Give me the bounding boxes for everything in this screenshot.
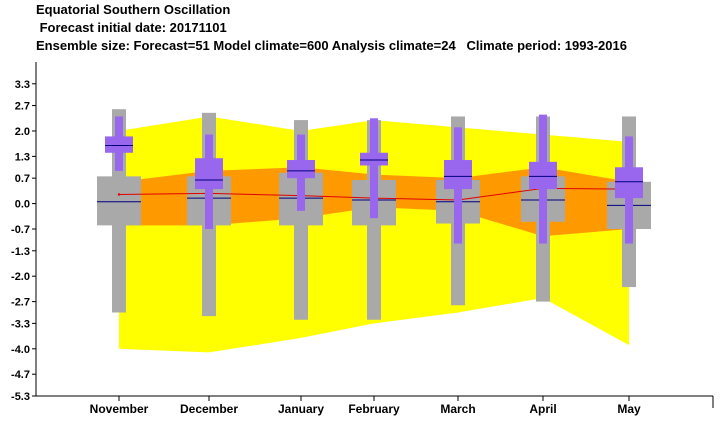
analysis-point (117, 193, 121, 196)
y-tick-label: -4.0 (11, 344, 30, 356)
y-tick-label: 1.3 (15, 151, 30, 163)
y-tick-label: -2.7 (11, 297, 30, 309)
forecast-date-label: Forecast initial date: 20171101 (36, 20, 227, 35)
x-tick-label: March (440, 402, 475, 416)
forecast-box (105, 136, 133, 153)
y-tick-label: 0.7 (15, 173, 30, 185)
y-tick-label: 2.7 (15, 101, 30, 113)
y-tick-label: -2.0 (11, 271, 30, 283)
forecast-box (444, 160, 472, 190)
forecast-whisker (370, 118, 378, 219)
x-tick-label: November (90, 402, 149, 416)
forecast-box (287, 160, 315, 179)
y-tick-label: 0.0 (15, 199, 30, 211)
forecast-box (529, 161, 557, 190)
forecast-box (360, 152, 388, 166)
y-tick-label: -5.3 (11, 391, 30, 403)
y-tick-label: -0.7 (11, 224, 30, 236)
x-tick-label: January (278, 402, 324, 416)
forecast-box (195, 158, 223, 190)
x-tick-label: May (617, 402, 641, 416)
ensemble-info-label: Ensemble size: Forecast=51 Model climate… (36, 38, 627, 53)
chart-title: Equatorial Southern Oscillation (36, 2, 231, 17)
y-tick-label: -3.3 (11, 318, 30, 330)
x-tick-label: April (529, 402, 556, 416)
y-tick-label: 3.3 (15, 79, 30, 91)
y-tick-label: -1.3 (11, 246, 30, 258)
forecast-box (615, 167, 643, 199)
y-tick-label: -4.7 (11, 369, 30, 381)
x-tick-label: February (348, 402, 400, 416)
y-tick-label: 2.0 (15, 126, 30, 138)
x-tick-label: December (180, 402, 238, 416)
climate-box (97, 176, 141, 226)
